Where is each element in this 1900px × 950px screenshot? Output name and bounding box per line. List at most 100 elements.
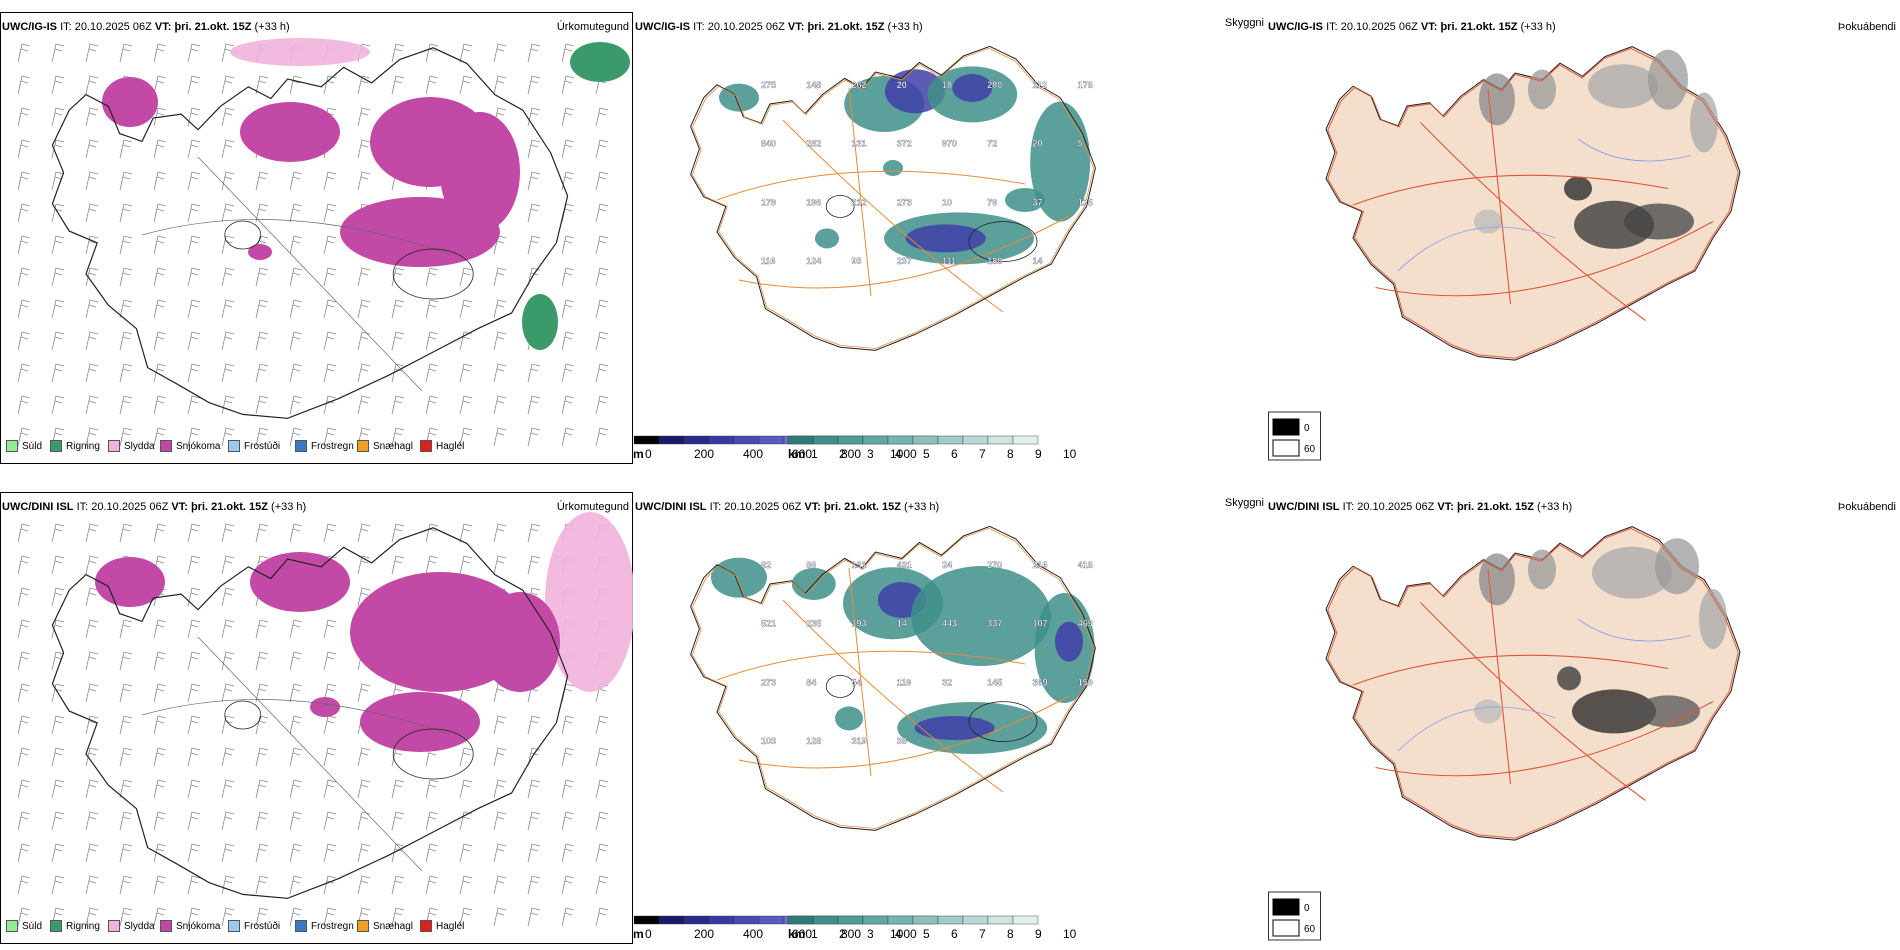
wind-barb [289, 235, 303, 255]
visibility-value-label: 124 [806, 256, 821, 266]
wind-barb [357, 107, 371, 127]
barb-flag [157, 555, 167, 559]
barb-shaft [51, 203, 57, 223]
barb-shaft [17, 395, 23, 415]
wind-barb [221, 651, 235, 671]
barb-flag [530, 592, 539, 596]
barb-shaft [527, 75, 533, 95]
barb-flag [429, 299, 439, 303]
colorbar-m-segment [708, 915, 735, 925]
colorbar-km-tick: 9 [1035, 447, 1042, 461]
visibility-value-label: 82 [761, 560, 771, 570]
barb-flag [395, 43, 405, 47]
barb-shaft [221, 619, 227, 639]
barb-shaft [255, 299, 261, 319]
barb-flag [123, 171, 133, 175]
barb-flag [496, 400, 505, 404]
wind-barb [153, 363, 167, 383]
barb-flag [156, 144, 165, 148]
it-label: IT: [693, 21, 705, 33]
barb-flag [326, 272, 335, 276]
visibility-value-label: 212 [852, 197, 867, 207]
barb-flag [88, 400, 97, 404]
glacier-outline [224, 220, 262, 250]
barb-shaft [187, 555, 193, 575]
barb-shaft [493, 811, 499, 831]
coastal-road [691, 47, 1095, 349]
barb-flag [157, 395, 167, 399]
wind-barb [85, 875, 99, 895]
barb-flag [327, 747, 337, 751]
barb-shaft [561, 427, 567, 447]
barb-shaft [493, 907, 499, 927]
wind-barb [153, 395, 167, 415]
precip-title: Úrkomutegund [556, 21, 629, 33]
barb-flag [259, 843, 269, 847]
barb-shaft [561, 171, 567, 191]
barb-flag [292, 208, 301, 212]
barb-flag [54, 816, 63, 820]
barb-shaft [255, 651, 261, 671]
vt-value: þri. 21.okt. 15Z [174, 21, 252, 33]
barb-flag [190, 720, 199, 724]
barb-shaft [255, 363, 261, 383]
wind-barb [289, 171, 303, 191]
precip-legend-item: Frostregn [295, 440, 354, 452]
barb-shaft [153, 235, 159, 255]
colorbar-m-segment [633, 915, 660, 925]
legend-swatch [50, 440, 62, 452]
wind-barb [255, 651, 269, 671]
barb-flag [293, 427, 303, 431]
visibility-value-label: 86 [806, 560, 816, 570]
barb-flag [462, 848, 471, 852]
barb-flag [20, 176, 29, 180]
barb-flag [564, 112, 573, 116]
barb-flag [259, 75, 269, 79]
barb-shaft [119, 843, 125, 863]
wind-barb [561, 235, 575, 255]
barb-shaft [391, 907, 397, 927]
barb-flag [224, 912, 233, 916]
visibility-value-label: 131 [852, 560, 867, 570]
barb-shaft [221, 811, 227, 831]
barb-flag [293, 171, 303, 175]
rain-area [570, 42, 630, 82]
legend-swatch [295, 920, 307, 932]
barb-flag [463, 427, 473, 431]
wind-barb [17, 715, 31, 735]
barb-flag [191, 651, 201, 655]
wind-barb [187, 619, 201, 639]
wind-barb [221, 875, 235, 895]
wind-barb [289, 811, 303, 831]
barb-flag [259, 875, 269, 879]
barb-flag [395, 75, 405, 79]
road-line [848, 567, 872, 777]
barb-shaft [17, 587, 23, 607]
wind-barb [459, 747, 473, 767]
iceland-coastline [51, 47, 569, 419]
visibility-value-label: 10 [942, 197, 952, 207]
wind-barb [459, 523, 473, 543]
wind-barb [17, 331, 31, 351]
barb-flag [20, 432, 29, 436]
barb-shaft [357, 683, 363, 703]
visibility-value-label: 79 [987, 197, 997, 207]
barb-flag [292, 720, 301, 724]
barb-flag [21, 907, 31, 911]
barb-flag [327, 651, 337, 655]
barb-shaft [595, 331, 601, 351]
barb-shaft [493, 395, 499, 415]
barb-flag [293, 395, 303, 399]
wind-barb [187, 331, 201, 351]
barb-flag [88, 560, 97, 564]
barb-shaft [391, 331, 397, 351]
barb-flag [497, 907, 507, 911]
wind-barb [119, 811, 133, 831]
wind-barb [493, 555, 507, 575]
barb-flag [21, 683, 31, 687]
colorbar-km-tick: 3 [867, 927, 874, 941]
barb-flag [531, 267, 541, 271]
wind-barb [221, 747, 235, 767]
barb-flag [224, 816, 233, 820]
barb-flag [225, 139, 235, 143]
